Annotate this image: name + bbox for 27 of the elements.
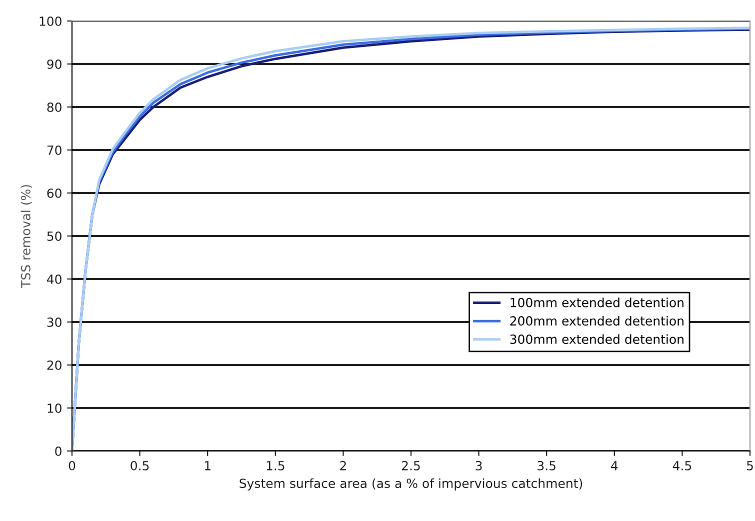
y-tick-label: 10 (48, 403, 62, 413)
x-tick-label: 0.5 (130, 460, 149, 470)
y-tick-label: 50 (47, 231, 62, 241)
x-tick-label: 3 (476, 460, 482, 470)
legend-label: 100mm extended detention (510, 298, 684, 308)
legend-label: 300mm extended detention (510, 334, 684, 344)
y-tick-label: 30 (47, 317, 62, 327)
y-tick-label: 0 (55, 446, 62, 456)
y-tick-label: 40 (46, 274, 62, 284)
x-tick-label: 0 (68, 460, 76, 470)
y-tick-label: 60 (47, 188, 62, 198)
x-axis-title: System surface area (as a % of impervious catchment) (240, 478, 582, 490)
x-tick-label: 4 (611, 461, 618, 470)
x-tick-label: 1.5 (266, 461, 284, 470)
y-tick-label: 70 (47, 145, 62, 155)
x-tick-label: 2.5 (402, 460, 420, 470)
x-tick-label: 2 (340, 460, 346, 470)
y-tick-label: 80 (47, 102, 62, 112)
x-tick-label: 1 (204, 461, 210, 470)
x-tick-label: 5 (746, 461, 753, 470)
y-tick-label: 100 (40, 16, 62, 26)
x-tick-label: 4.5 (672, 461, 692, 470)
y-tick-label: 20 (47, 360, 62, 370)
y-axis-title: TSS removal (%) (20, 185, 32, 288)
y-tick-label: 90 (47, 59, 62, 69)
legend-label: 200mm extended detention (510, 316, 684, 326)
x-tick-label: 3.5 (538, 460, 556, 470)
